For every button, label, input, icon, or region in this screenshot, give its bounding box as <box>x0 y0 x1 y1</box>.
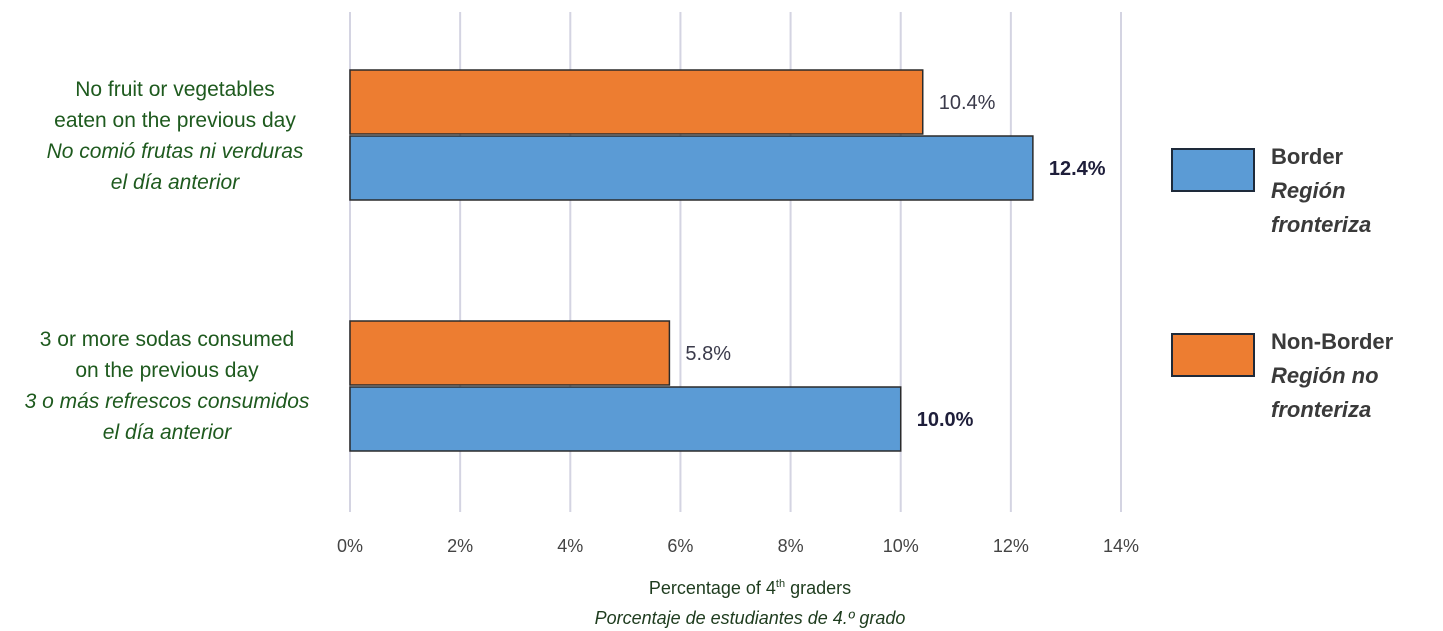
data-label: 10.0% <box>917 409 974 431</box>
bar-non-border <box>349 320 671 386</box>
legend-swatch-border <box>1171 148 1255 192</box>
legend-label-non-border: Non-Border <box>1271 329 1394 354</box>
legend-label-border-es-line2: fronteriza <box>1271 212 1372 237</box>
data-label: 12.4% <box>1049 158 1106 180</box>
x-tick-label: 4% <box>557 536 583 556</box>
category-label-en-line2: on the previous day <box>75 359 259 382</box>
category-label-en-line2: eaten on the previous day <box>54 109 296 132</box>
bar-border <box>349 386 902 452</box>
x-axis-title-en-suffix: graders <box>785 578 852 598</box>
x-tick-label: 8% <box>778 536 804 556</box>
category-label-en-line1: No fruit or vegetables <box>75 78 275 101</box>
x-tick-label: 12% <box>993 536 1029 556</box>
x-tick-label: 2% <box>447 536 473 556</box>
x-tick-label: 0% <box>337 536 363 556</box>
x-tick-label: 14% <box>1103 536 1139 556</box>
x-tick-label: 6% <box>667 536 693 556</box>
category-label-sodas: 3 or more sodas consumed on the previous… <box>0 324 334 448</box>
x-axis-title-en-sup: th <box>775 578 786 590</box>
bar-non-border <box>349 69 924 135</box>
legend-label-non-border-es-line2: fronteriza <box>1271 397 1372 422</box>
bar-border <box>349 135 1034 201</box>
category-label-fruit-veg: No fruit or vegetables eaten on the prev… <box>0 74 350 198</box>
category-label-es-line1: No comió frutas ni verduras <box>46 140 304 163</box>
x-axis-title-es: Porcentaje de estudiantes de 4.º grado <box>594 608 906 628</box>
category-label-en-line1: 3 or more sodas consumed <box>39 328 295 351</box>
legend-label-border-es-line1: Región <box>1271 178 1346 203</box>
data-label: 10.4% <box>939 92 996 114</box>
category-label-es-line2: el día anterior <box>110 171 240 194</box>
data-label: 5.8% <box>685 343 731 365</box>
x-axis-title-en-prefix: Percentage of 4 <box>648 578 776 598</box>
x-tick-label: 10% <box>883 536 919 556</box>
category-label-es-line2: el día anterior <box>102 421 232 444</box>
legend-label-non-border-es-line1: Región no <box>1271 363 1379 388</box>
legend-label-border: Border <box>1271 144 1344 169</box>
category-label-es-line1: 3 o más refrescos consumidos <box>24 390 310 413</box>
legend-swatch-non-border <box>1171 333 1255 377</box>
